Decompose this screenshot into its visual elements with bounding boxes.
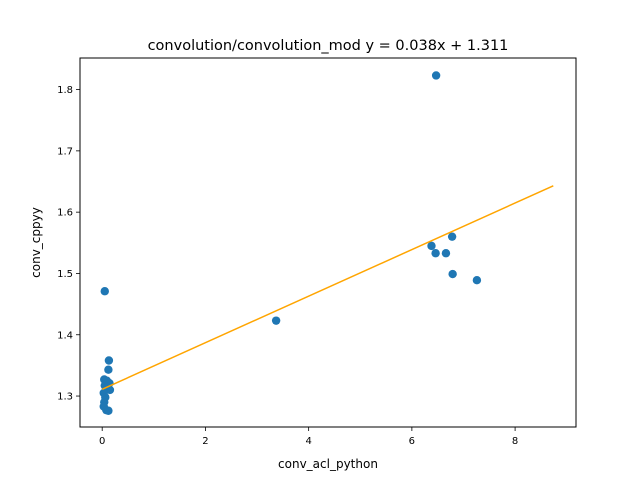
data-point: [105, 385, 115, 395]
x-axis: 0 2 4 6 8: [99, 427, 518, 447]
y-tick-label: 1.7: [57, 146, 73, 157]
y-tick-label: 1.4: [57, 330, 73, 341]
data-point: [104, 356, 114, 365]
data-point: [431, 249, 440, 258]
y-tick-label: 1.3: [57, 392, 73, 403]
data-point: [431, 71, 441, 80]
x-tick-label: 2: [202, 436, 208, 447]
x-tick-label: 6: [409, 436, 415, 447]
y-tick-label: 1.6: [57, 208, 73, 219]
y-axis: 1.3 1.4 1.5 1.6 1.7 1.8: [57, 85, 80, 403]
data-point: [427, 241, 436, 251]
data-point: [271, 316, 281, 325]
x-tick-label: 0: [99, 436, 105, 447]
regression-line: [101, 185, 554, 390]
chart-title: convolution/convolution_mod y = 0.038x +…: [148, 38, 509, 54]
plot-frame: [79, 57, 577, 428]
x-tick-label: 4: [305, 436, 311, 447]
y-axis-label: conv_cppyy: [29, 207, 43, 278]
data-point: [104, 406, 113, 415]
data-point: [441, 249, 451, 258]
data-point: [100, 287, 109, 296]
data-point: [448, 269, 457, 279]
x-axis-label: conv_acl_python: [278, 457, 378, 471]
plot-area: [99, 71, 554, 415]
y-tick-label: 1.8: [57, 85, 73, 96]
y-tick-label: 1.5: [57, 269, 73, 280]
data-point: [104, 365, 113, 374]
x-tick-label: 8: [512, 436, 518, 447]
data-point: [472, 276, 482, 285]
data-point: [447, 232, 457, 241]
